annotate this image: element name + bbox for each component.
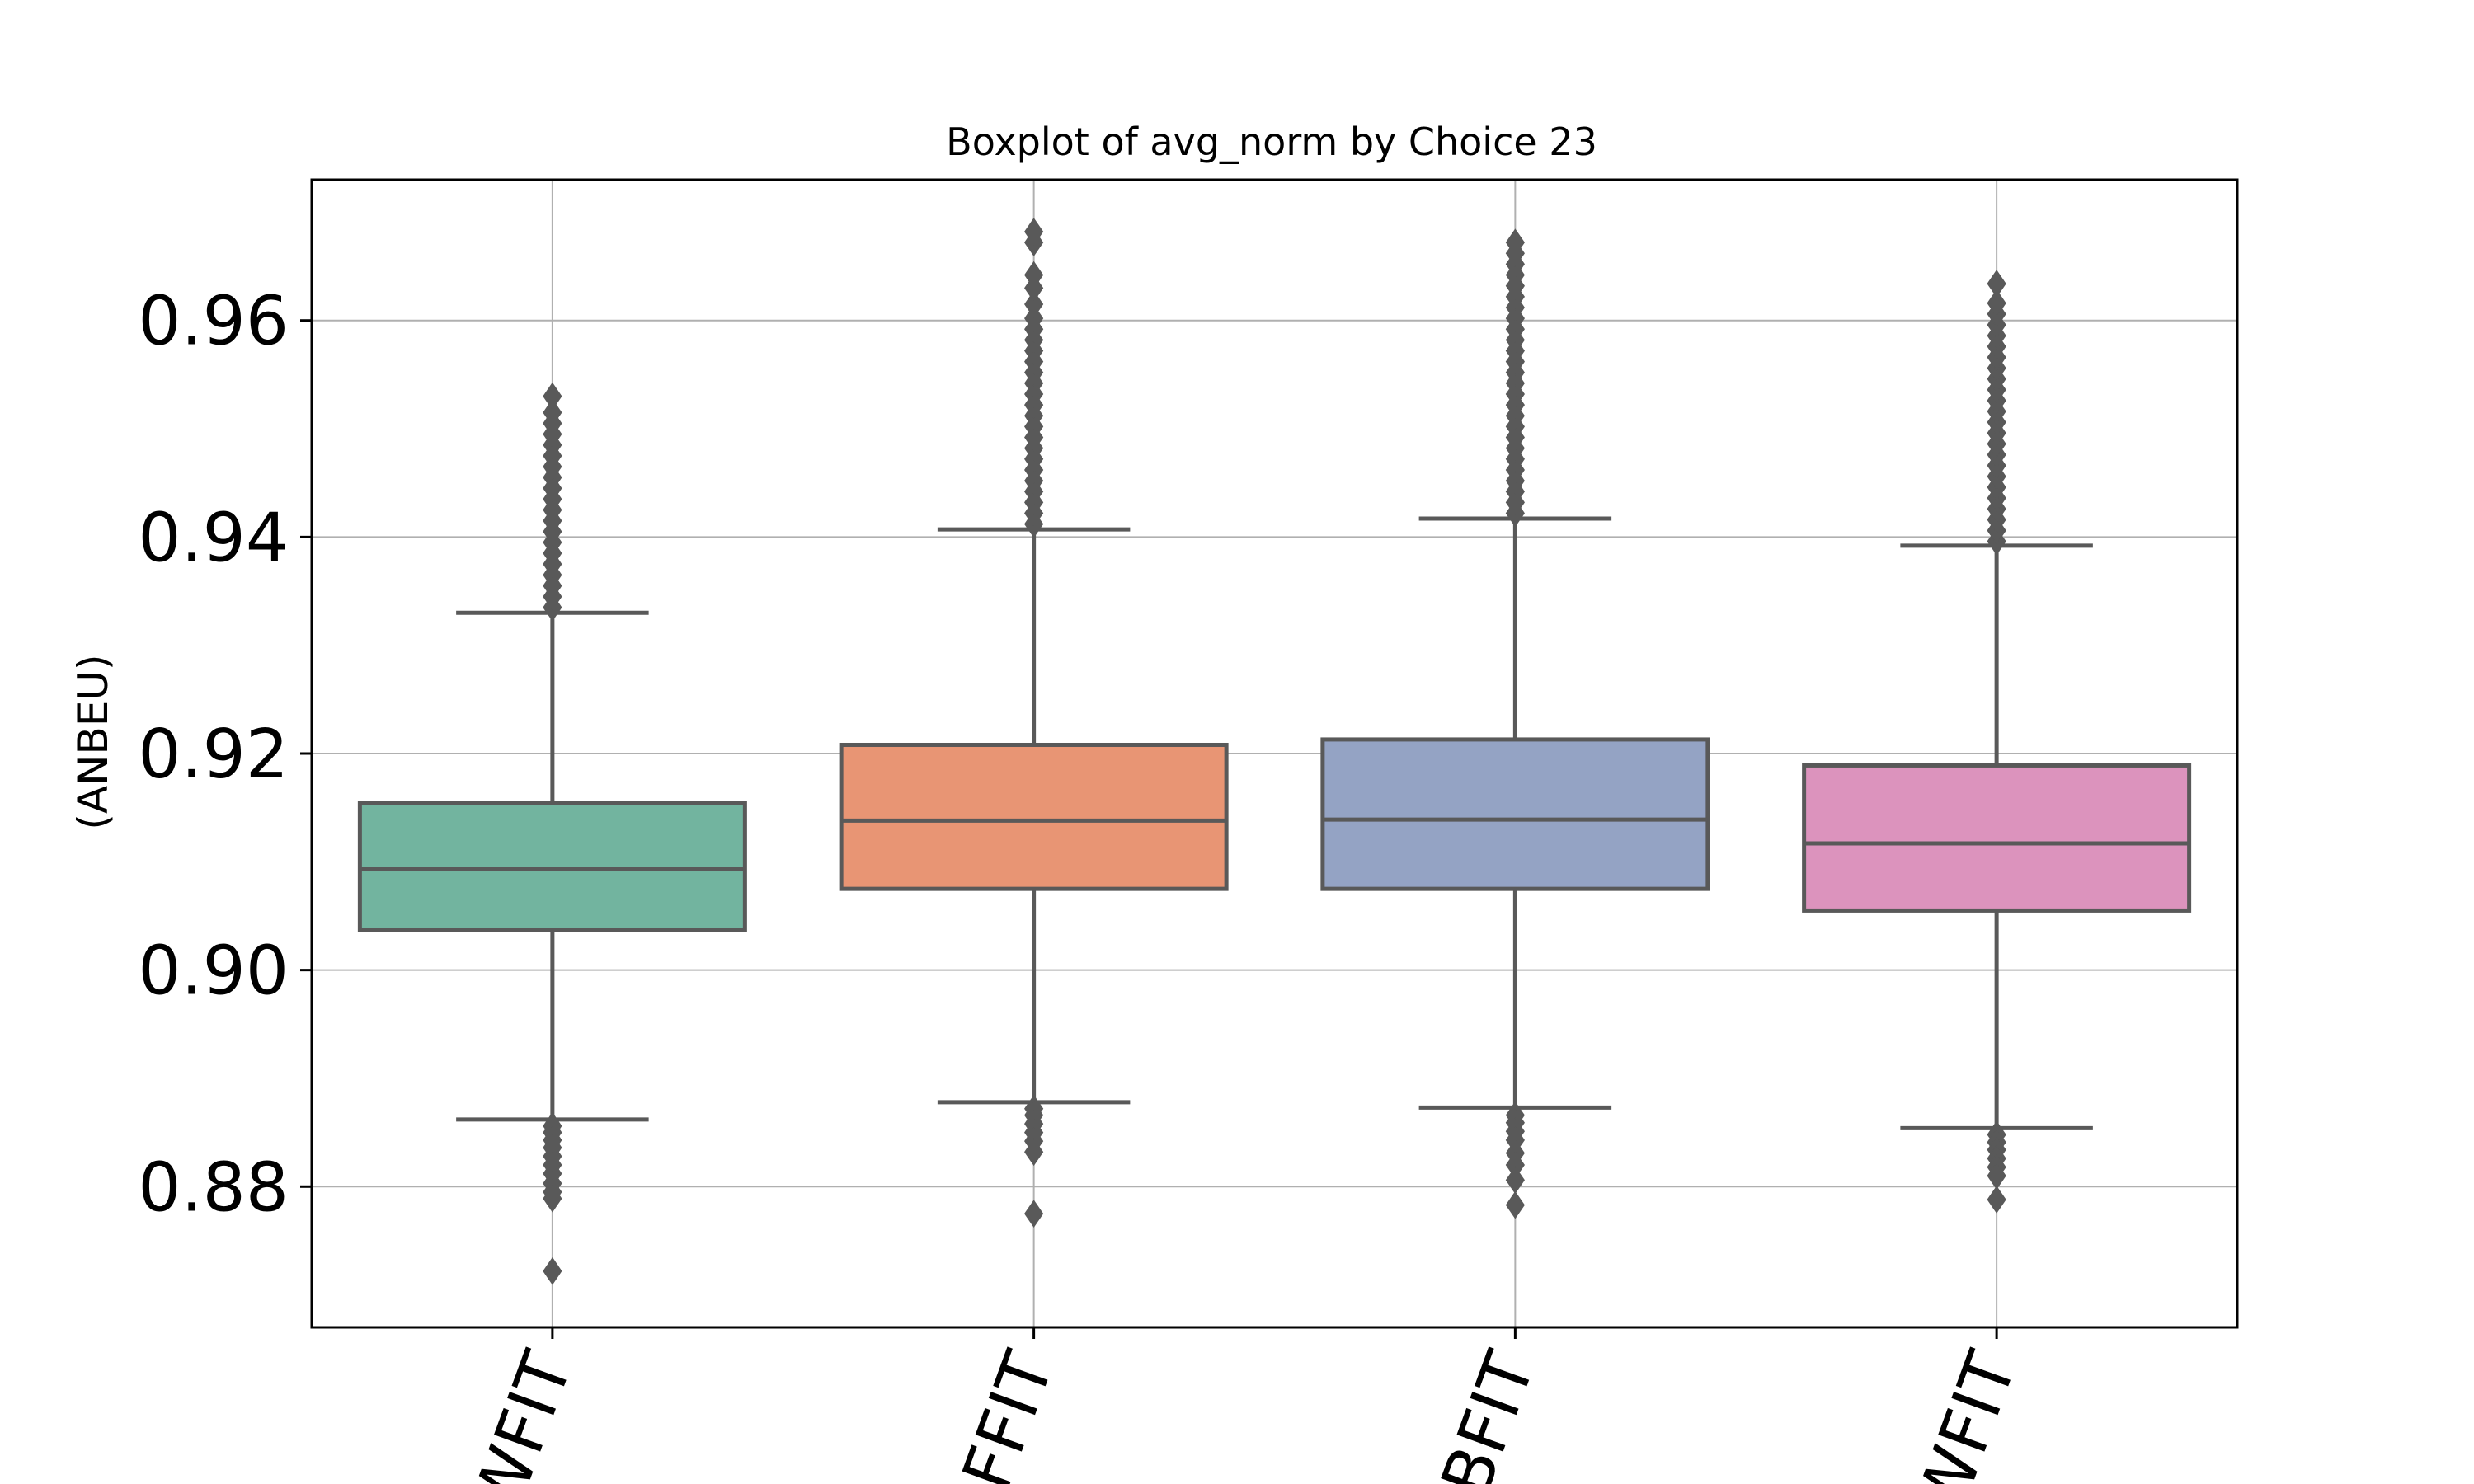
y-tick-label: 0.96: [138, 283, 289, 361]
gridlines: [312, 180, 2237, 1327]
y-tick-label: 0.92: [138, 716, 289, 794]
outlier-point: [1024, 304, 1044, 332]
y-axis-label: (ANBEU): [69, 654, 117, 829]
x-tick-label: FFIT: [948, 1341, 1069, 1484]
outlier-point: [1024, 1200, 1044, 1228]
outlier-point: [1505, 1190, 1525, 1219]
x-tick-label: WFIT: [457, 1342, 588, 1484]
x-tick-label: BFIT: [1427, 1342, 1550, 1484]
chart-title: Boxplot of avg_norm by Choice 23: [946, 120, 1597, 164]
outlier-point: [1024, 218, 1044, 246]
box-iqr: [839, 742, 1229, 891]
box-iqr: [357, 801, 747, 932]
y-tick-label: 0.94: [138, 499, 289, 577]
boxes-layer: [357, 218, 2192, 1285]
y-tick-label: 0.88: [138, 1148, 289, 1227]
outlier-point: [1024, 261, 1044, 289]
box-group: [1802, 270, 2192, 1214]
box-iqr: [1802, 763, 2192, 913]
x-tick-label: WFIT: [1901, 1342, 2032, 1484]
y-tick-label: 0.90: [138, 932, 289, 1011]
x-axis-ticks: WFIT FFIT BFIT WFIT: [457, 1327, 2032, 1484]
y-axis-ticks: 0.88 0.90 0.92 0.94 0.96: [138, 283, 312, 1227]
outlier-point: [1987, 289, 2006, 317]
outlier-point: [1987, 1186, 2006, 1214]
outlier-point: [1024, 1138, 1044, 1167]
outlier-point: [1024, 290, 1044, 318]
plot-area-frame: [310, 178, 2239, 1329]
outlier-point: [543, 1184, 562, 1213]
outlier-point: [543, 398, 562, 427]
box-group: [1320, 228, 1710, 1219]
outlier-point: [1987, 270, 2006, 298]
box-iqr: [1320, 737, 1710, 891]
outlier-point: [543, 382, 562, 411]
outlier-point: [543, 1256, 562, 1285]
box-group: [839, 218, 1229, 1228]
outlier-point: [1505, 228, 1525, 257]
box-group: [357, 382, 747, 1285]
outlier-point: [1505, 1166, 1525, 1195]
